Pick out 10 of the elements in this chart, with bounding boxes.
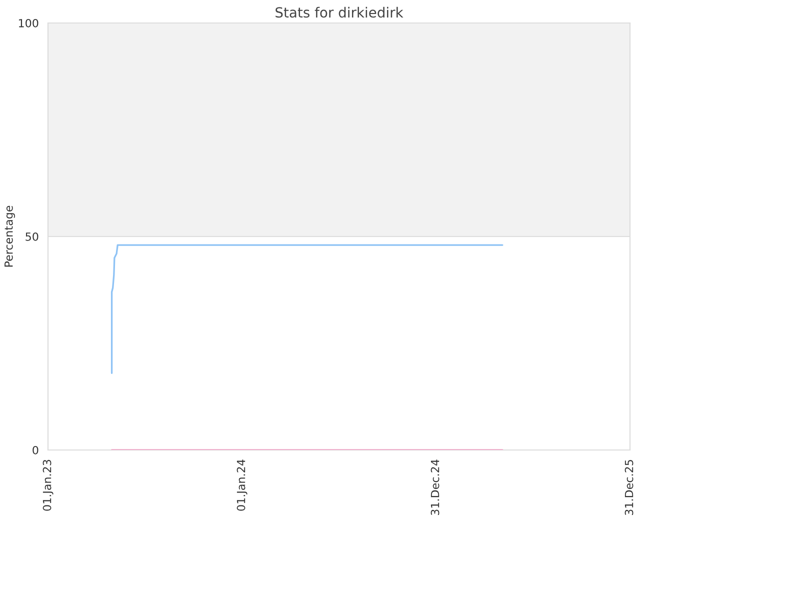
y-tick-label: 50 <box>26 232 38 241</box>
y-tick-label: 0 <box>32 446 38 454</box>
line-series <box>110 244 504 374</box>
x-tick-label: 01.Jan.24 <box>236 460 248 511</box>
y-tick-label: 100 <box>18 18 38 28</box>
y-axis-title: Percentage <box>4 206 15 267</box>
x-tick-label: 01.Jan.23 <box>42 460 54 511</box>
chart-title: Stats for dirkiedirk <box>276 6 404 18</box>
x-tick-label: 31.Dec.25 <box>624 460 634 516</box>
x-tick-label: 31.Dec.24 <box>430 460 440 516</box>
